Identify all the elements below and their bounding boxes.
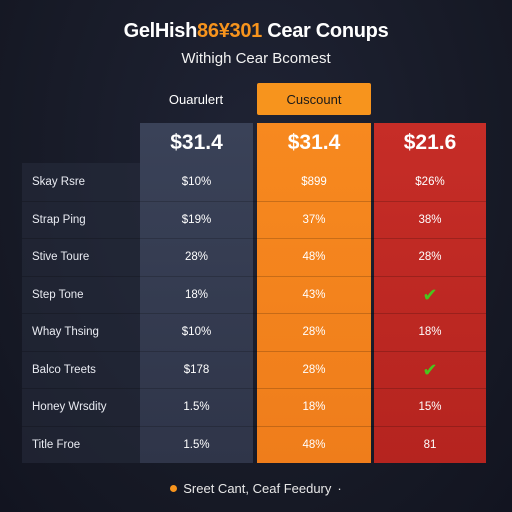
plan-3-value: 15%	[418, 401, 442, 414]
plan-1-value: $10%	[181, 175, 212, 188]
plan-2-value: $899	[301, 175, 327, 188]
plan-3-value: 81	[423, 438, 437, 451]
title-suffix: Cear Conups	[262, 20, 389, 42]
row-label: Step Tone	[32, 288, 84, 301]
row-label: Skay Rsre	[32, 175, 86, 188]
table-row: Strap Ping $19% 37% 38%	[22, 200, 486, 239]
plan-column-1[interactable]	[140, 123, 253, 463]
check-icon: ✔	[422, 284, 438, 305]
plan-3-value: 18%	[418, 326, 442, 339]
table-row: Whay Thsing $10% 28% 18%	[22, 313, 486, 351]
comparison-rows: Skay Rsre $10% $899 $26% Strap Ping $19%…	[22, 163, 486, 463]
table-row: Stive Toure 28% 48% 28%	[22, 238, 486, 276]
row-label: Stive Toure	[32, 251, 90, 264]
plan-1-price: $31.4	[170, 131, 223, 154]
row-label: Whay Thsing	[32, 326, 99, 339]
plan-1-value: $10%	[181, 326, 212, 339]
plan-3-price: $21.6	[403, 131, 457, 154]
page-title: GelHish86¥301 Cear Conups	[0, 20, 512, 43]
row-label: Balco Treets	[32, 363, 96, 376]
plan-2-value: 28%	[302, 326, 326, 339]
plan-2-price: $31.4	[287, 131, 341, 154]
plan-3-value: ✔	[374, 277, 486, 314]
plan-1-value: 1.5%	[183, 401, 210, 414]
plan-3-value: 28%	[418, 251, 442, 264]
tab-discount[interactable]: Cuscount	[257, 83, 371, 115]
plan-3-value: ✔	[374, 352, 486, 389]
row-label-band	[22, 163, 140, 463]
orange-dot-icon	[170, 485, 178, 492]
title-accent: 86¥301	[197, 20, 262, 42]
plan-2-value: 48%	[302, 251, 326, 264]
footer-text: Sreet Cant, Ceaf Feedury	[183, 481, 332, 496]
table-row: Honey Wrsdity 1.5% 18% 15%	[22, 388, 486, 426]
footer-legend: Sreet Cant, Ceaf Feedury ·	[0, 481, 512, 496]
plan-column-2[interactable]	[257, 123, 371, 463]
plan-3-value: 38%	[418, 213, 442, 226]
plan-3-value: $26%	[415, 175, 445, 188]
check-icon: ✔	[422, 359, 438, 380]
table-row: Title Froe 1.5% 48% 81	[22, 425, 486, 464]
plan-1-value: 1.5%	[183, 438, 210, 451]
plan-column-3[interactable]	[374, 123, 486, 463]
footer-trail: ·	[337, 481, 342, 496]
row-label: Title Froe	[32, 438, 81, 451]
plan-2-value: 18%	[302, 401, 326, 414]
title-prefix: GelHish	[123, 20, 198, 42]
plan-1-value: $178	[183, 363, 210, 376]
table-row: Skay Rsre $10% $899 $26%	[22, 163, 486, 201]
plan-2-value: 37%	[302, 213, 326, 226]
plan-1-value: 18%	[184, 288, 209, 301]
table-row: Step Tone 18% 43% ✔	[22, 275, 486, 314]
page-subtitle: Withigh Cear Bcomest	[181, 50, 331, 67]
plan-1-value: 28%	[184, 251, 209, 264]
row-label: Honey Wrsdity	[32, 401, 107, 414]
plan-2-value: 43%	[302, 288, 326, 301]
row-label: Strap Ping	[32, 213, 86, 226]
tab-current[interactable]: Ouarulert	[168, 91, 224, 107]
table-row: Balco Treets $178 28% ✔	[22, 350, 486, 389]
plan-2-value: 48%	[302, 438, 326, 451]
plan-2-value: 28%	[302, 363, 326, 376]
plan-1-value: $19%	[181, 213, 212, 226]
